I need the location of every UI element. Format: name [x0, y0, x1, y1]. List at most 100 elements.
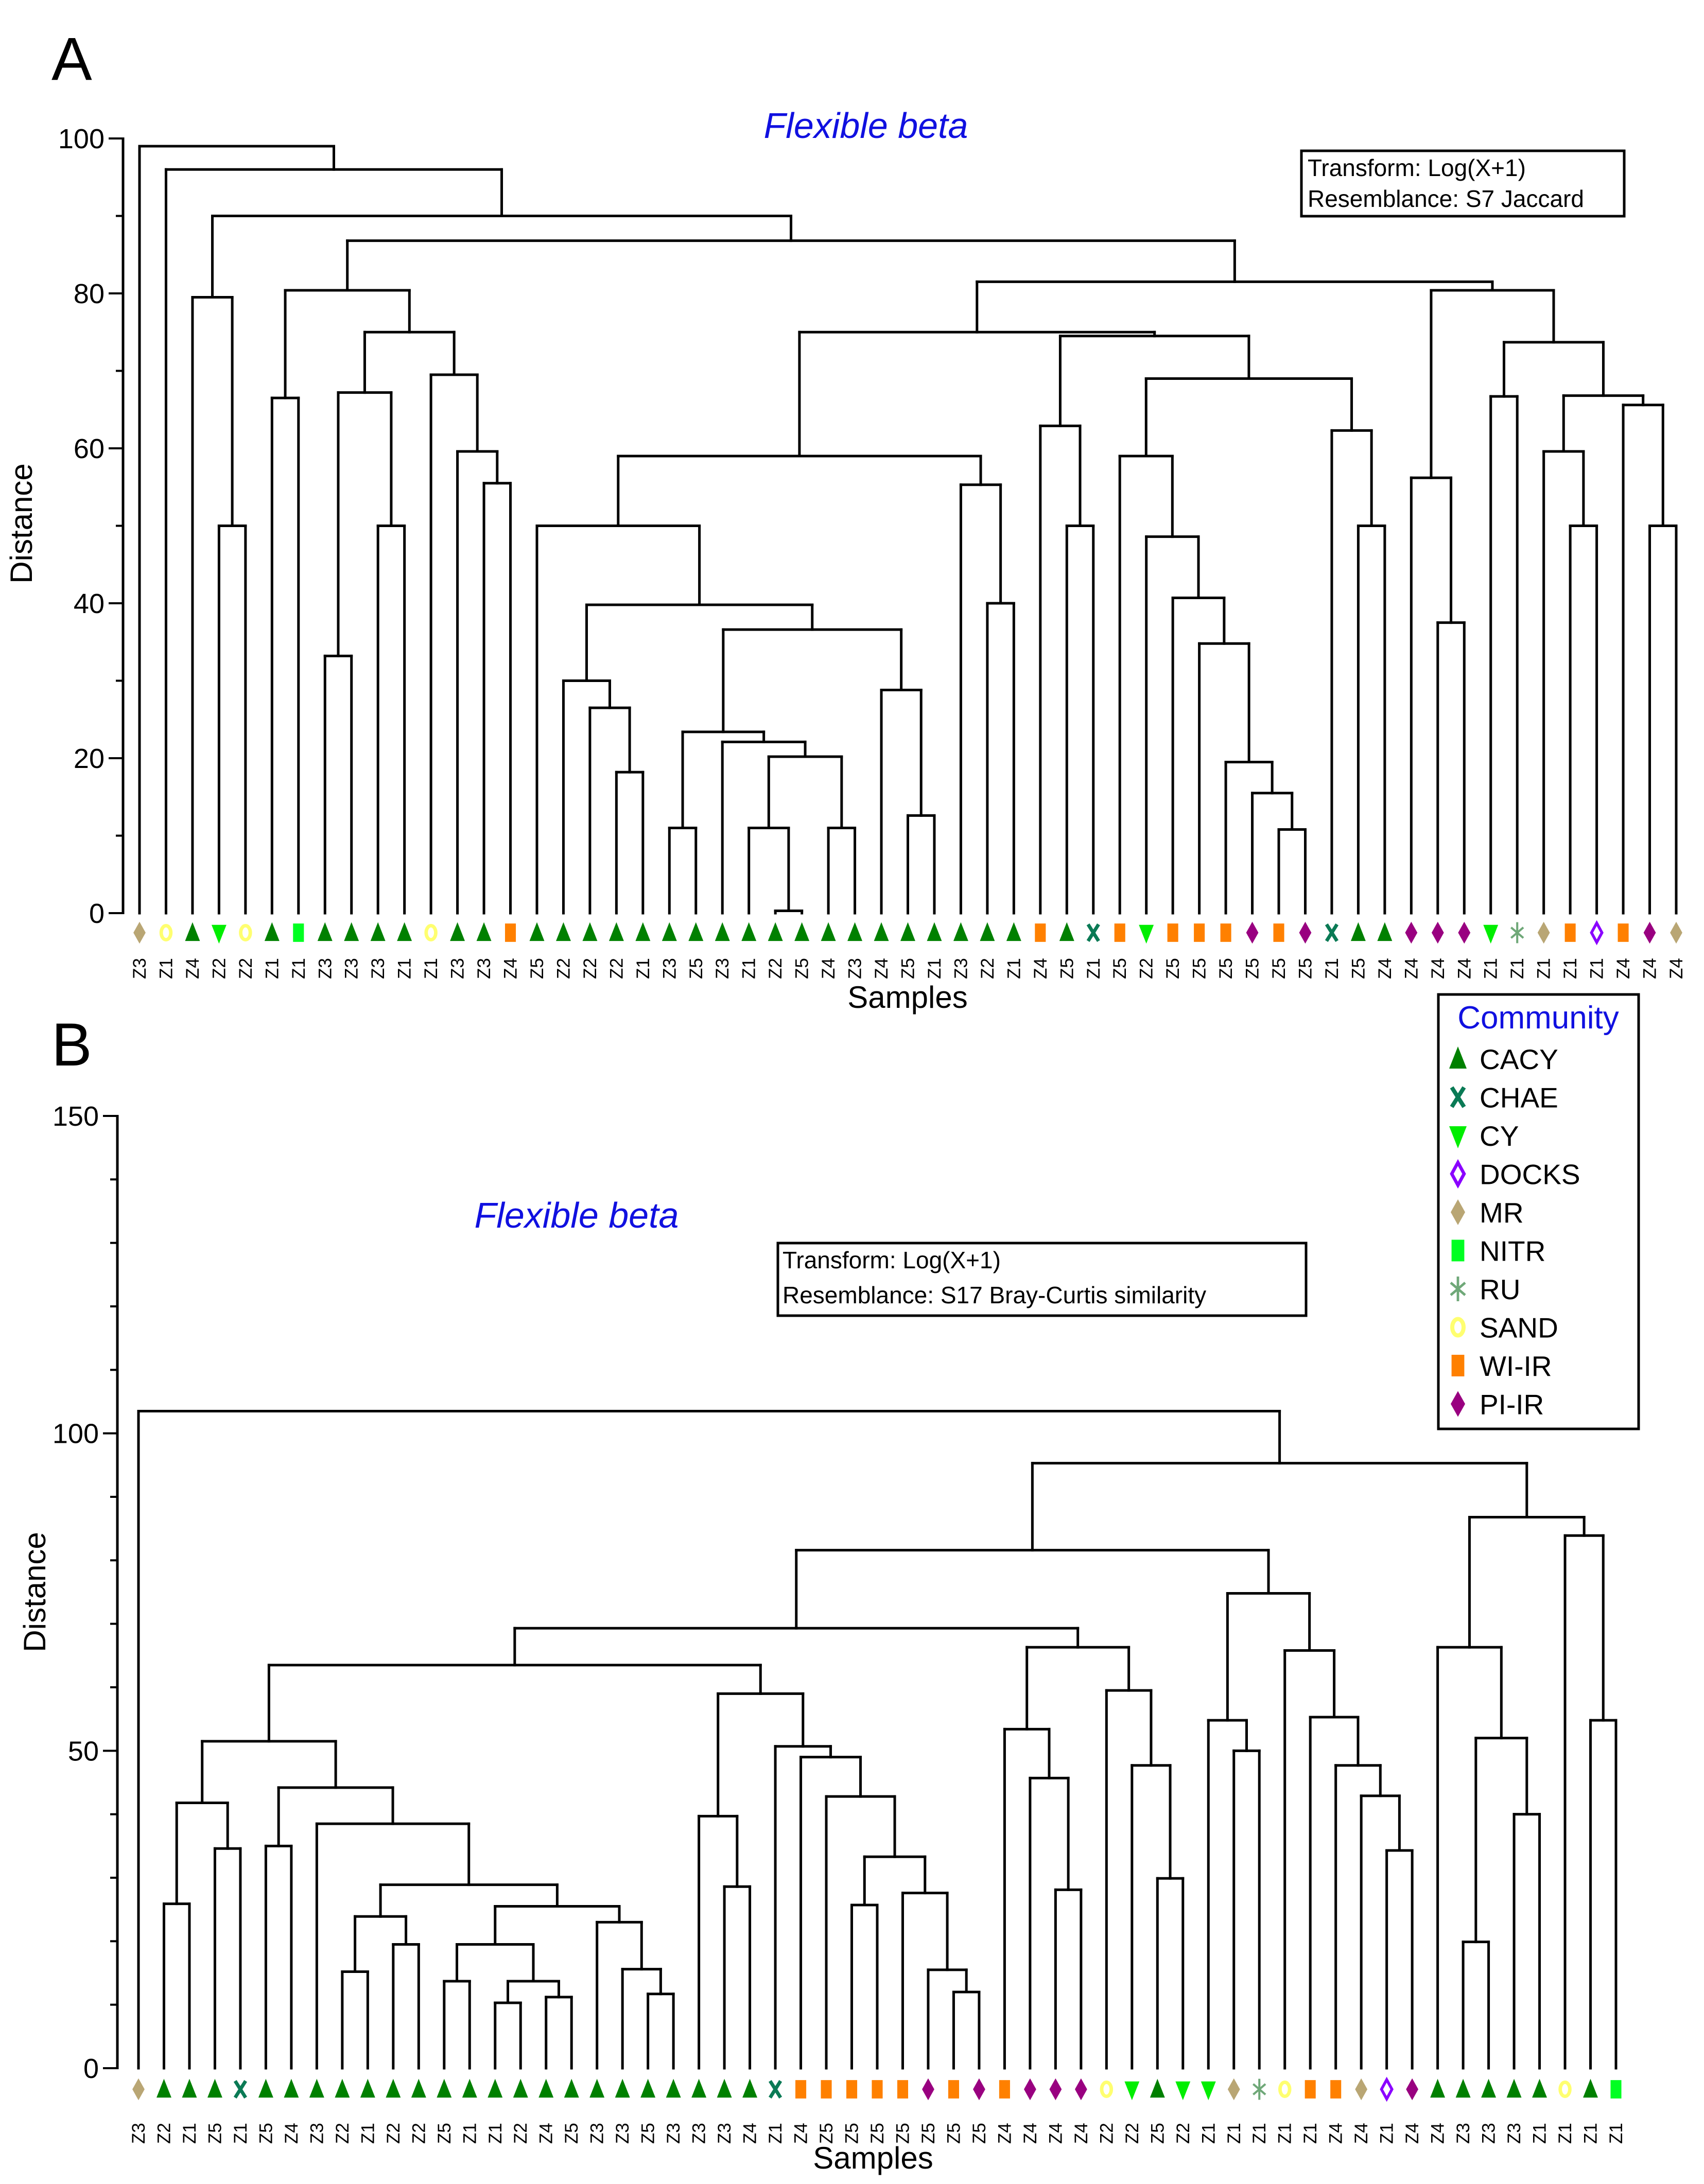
- leaf-label: Z1: [1587, 958, 1607, 979]
- leaf-label: Z4: [1031, 958, 1051, 979]
- leaf-label: Z5: [918, 2123, 938, 2144]
- leaf-symbol-mr-icon: [1355, 2078, 1368, 2101]
- leaf-label: Z5: [1269, 958, 1289, 979]
- leaf-symbol-cacy-icon: [1583, 2078, 1598, 2098]
- legend-item-label: CHAE: [1480, 1082, 1558, 1114]
- leaf-label: Z3: [1504, 2123, 1524, 2144]
- leaf-label: Z5: [1163, 958, 1183, 979]
- leaf-label: Z2: [1122, 2123, 1142, 2144]
- leaf-symbol-wi-ir-icon: [1114, 923, 1125, 942]
- leaf-symbol-ru-icon: [1510, 922, 1524, 944]
- panel-b-title: Flexible beta: [475, 1195, 679, 1235]
- leaf-symbol-cacy-icon: [258, 2078, 273, 2098]
- leaf-symbol-cacy-icon: [462, 2078, 477, 2098]
- legend-item-ru: RU: [1450, 1273, 1520, 1305]
- leaf-label: Z5: [1110, 958, 1130, 979]
- leaf-symbol-cacy-icon: [529, 922, 545, 941]
- leaf-symbol-cacy-icon: [980, 922, 995, 941]
- leaf-symbol-cacy-icon: [927, 922, 942, 941]
- leaf-symbol-chae-icon: [1325, 923, 1339, 942]
- leaf-label: Z5: [1295, 958, 1315, 979]
- leaf-symbol-cy-icon: [1175, 2081, 1191, 2101]
- leaf-symbol-cacy-icon: [717, 2078, 732, 2098]
- leaf-label: Z4: [501, 958, 521, 979]
- panel-letter-b: B: [51, 1011, 92, 1079]
- leaf-label: Z2: [409, 2123, 429, 2144]
- leaf-label: Z3: [129, 2123, 149, 2144]
- leaf-symbol-cy-icon: [1124, 2081, 1140, 2101]
- legend-item-chae: CHAE: [1450, 1082, 1558, 1114]
- leaf-label: Z1: [1249, 2123, 1270, 2144]
- leaf-label: Z2: [1097, 2123, 1117, 2144]
- leaf-symbol-cacy-icon: [640, 2078, 656, 2098]
- leaf-label: Z4: [282, 2123, 302, 2144]
- leaf-symbol-cacy-icon: [582, 922, 598, 941]
- leaf-symbol-cacy-icon: [344, 922, 359, 941]
- y-tick-label: 80: [74, 278, 105, 309]
- leaf-symbol-cacy-icon: [360, 2078, 375, 2098]
- leaf-label: Z4: [819, 958, 839, 979]
- leaf-label: Z5: [527, 958, 547, 979]
- leaf-label: Z1: [1606, 2123, 1626, 2144]
- panel-a-dendrogram: 0 20 40 60 80 100 Z3 Z1 Z4 Z2 Z2 Z1 Z1 Z3 Z3 Z3 Z1 Z1 Z3 Z3…: [58, 124, 1686, 979]
- legend-item-wi-ir: WI-IR: [1451, 1350, 1552, 1382]
- leaf-symbol-pi-ir-icon: [1246, 921, 1259, 944]
- leaf-symbol-cacy-icon: [1059, 922, 1074, 941]
- leaf-label: Z5: [434, 2123, 455, 2144]
- panel-b-y-axis-title: Distance: [18, 1532, 52, 1652]
- y-tick-label: 50: [68, 1736, 99, 1767]
- leaf-label: Z1: [1481, 958, 1501, 979]
- leaf-symbol-cacy-icon: [264, 922, 280, 941]
- leaf-label: Z4: [183, 958, 203, 979]
- leaf-symbol-sand-icon: [159, 924, 173, 942]
- leaf-label: Z2: [606, 958, 627, 979]
- y-tick-label: 150: [53, 1101, 99, 1132]
- legend-item-sand: SAND: [1450, 1312, 1558, 1344]
- leaf-symbol-cacy-icon: [768, 922, 783, 941]
- legend-item-docks: DOCKS: [1450, 1159, 1580, 1191]
- leaf-symbol-cacy-icon: [1506, 2078, 1522, 2098]
- y-tick-label: 0: [89, 898, 105, 929]
- legend-item-label: RU: [1480, 1273, 1520, 1305]
- leaf-symbol-cacy-icon: [662, 922, 677, 941]
- leaf-symbol-pi-ir-icon: [922, 2078, 934, 2101]
- leaf-symbol-cacy-icon: [317, 922, 333, 941]
- leaf-label: Z1: [395, 958, 415, 979]
- leaf-label: Z2: [511, 2123, 531, 2144]
- leaf-label: Z3: [307, 2123, 327, 2144]
- legend-item-label: NITR: [1480, 1235, 1545, 1267]
- leaf-symbol-cacy-icon: [847, 922, 863, 941]
- leaf-symbol-wi-ir-icon: [1305, 2080, 1316, 2099]
- leaf-label: Z2: [1137, 958, 1157, 979]
- leaf-label: Z5: [867, 2123, 888, 2144]
- leaf-label: Z1: [180, 2123, 200, 2144]
- leaf-symbol-cacy-icon: [688, 922, 704, 941]
- leaf-symbol-cacy-icon: [555, 922, 571, 941]
- leaf-label: Z3: [845, 958, 865, 979]
- leaf-symbol-wi-ir-icon: [1220, 923, 1231, 942]
- leaf-label: Z1: [262, 958, 282, 979]
- leaf-label: Z2: [154, 2123, 174, 2144]
- leaf-symbol-docks-icon: [1590, 920, 1604, 946]
- leaf-label: Z5: [842, 2123, 862, 2144]
- leaf-symbol-cacy-icon: [1532, 2078, 1547, 2098]
- leaf-label: Z5: [969, 2123, 989, 2144]
- leaf-label: Z1: [925, 958, 945, 979]
- leaf-symbol-cacy-icon: [635, 922, 651, 941]
- leaf-label: Z5: [205, 2123, 225, 2144]
- leaf-label: Z3: [689, 2123, 709, 2144]
- leaf-label: Z4: [995, 2123, 1015, 2144]
- leaf-label: Z3: [712, 958, 733, 979]
- leaf-symbol-cacy-icon: [370, 922, 386, 941]
- legend-item-label: CACY: [1480, 1043, 1558, 1075]
- leaf-label: Z5: [1057, 958, 1077, 979]
- leaf-symbol-sand-icon: [1558, 2080, 1572, 2098]
- leaf-label: Z2: [209, 958, 229, 979]
- leaf-symbol-cacy-icon: [715, 922, 730, 941]
- docks-diamond-open-icon: [1450, 1159, 1466, 1189]
- leaf-symbol-wi-ir-icon: [897, 2080, 909, 2099]
- leaf-label: Z2: [553, 958, 573, 979]
- leaf-label: Z2: [978, 958, 998, 979]
- legend-item-cy: CY: [1449, 1120, 1519, 1152]
